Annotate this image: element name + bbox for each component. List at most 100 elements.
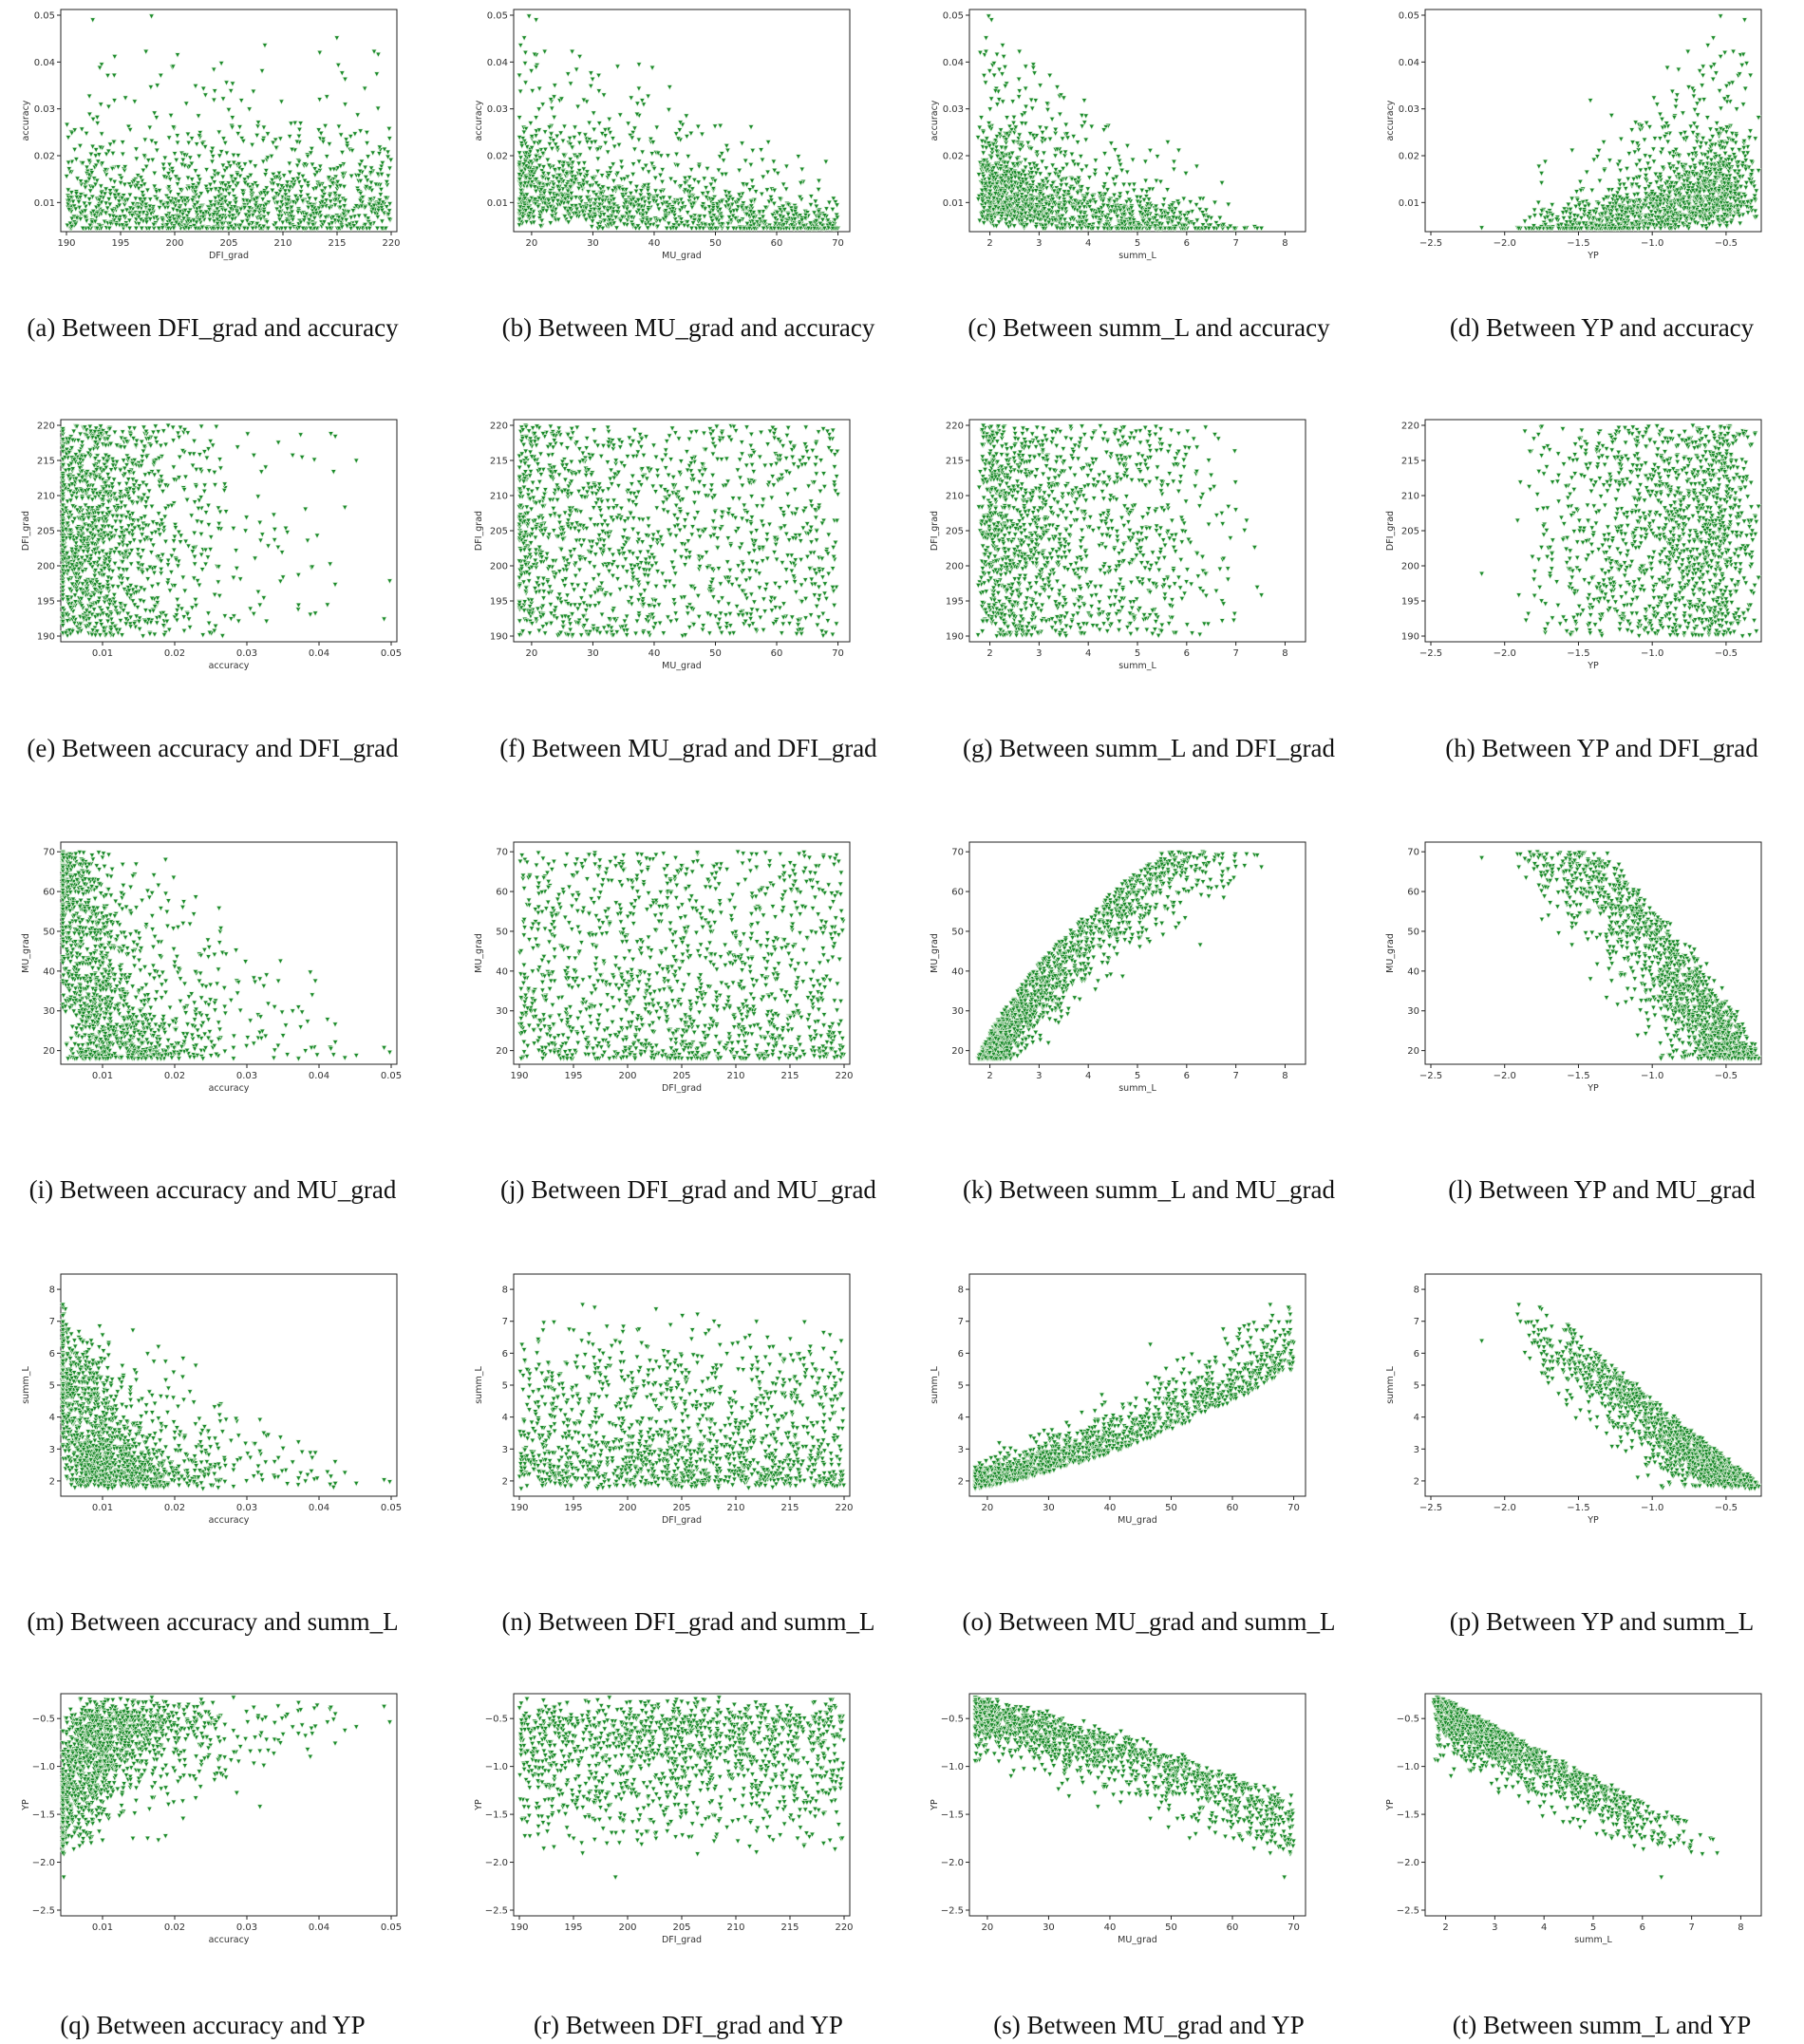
- data-point: [718, 215, 725, 221]
- data-point: [324, 154, 330, 160]
- data-point: [517, 204, 524, 211]
- data-point: [1097, 217, 1104, 224]
- data-point: [273, 199, 281, 206]
- data-point: [216, 153, 223, 159]
- data-point: [1049, 205, 1056, 212]
- data-point: [630, 203, 637, 210]
- data-point: [1039, 159, 1045, 165]
- data-point: [568, 216, 574, 221]
- data-point: [222, 208, 229, 215]
- data-point: [297, 189, 305, 196]
- data-point: [1134, 225, 1140, 232]
- data-point: [1176, 210, 1184, 216]
- data-point: [1153, 178, 1159, 184]
- data-point: [577, 172, 584, 178]
- data-point: [996, 97, 1003, 103]
- data-point: [517, 88, 524, 95]
- data-point: [719, 151, 725, 158]
- data-point: [714, 201, 721, 208]
- data-point: [1183, 216, 1190, 223]
- data-point: [1684, 48, 1691, 55]
- data-point: [319, 204, 326, 210]
- data-point: [107, 177, 114, 183]
- data-point: [72, 221, 79, 228]
- data-point: [1104, 187, 1111, 194]
- data-point: [146, 208, 153, 214]
- data-point: [196, 181, 202, 187]
- data-point: [652, 176, 659, 181]
- data-point: [1003, 137, 1009, 143]
- data-point: [366, 226, 373, 232]
- data-point: [641, 182, 648, 189]
- data-point: [174, 140, 181, 146]
- data-point: [832, 199, 839, 206]
- data-point: [1103, 172, 1110, 178]
- data-point: [120, 151, 126, 158]
- data-point: [160, 174, 168, 180]
- data-point: [588, 84, 594, 90]
- data-point: [688, 226, 695, 232]
- data-point: [1193, 217, 1200, 224]
- data-point: [289, 209, 295, 216]
- data-point: [94, 121, 101, 127]
- data-point: [580, 182, 587, 189]
- data-point: [238, 167, 246, 174]
- data-point: [617, 218, 624, 224]
- data-point: [1181, 213, 1188, 219]
- data-point: [216, 214, 223, 220]
- data-point: [111, 193, 118, 198]
- data-point: [1062, 222, 1068, 229]
- data-point: [293, 139, 301, 145]
- data-point: [167, 198, 174, 205]
- data-point: [365, 154, 371, 160]
- data-point: [767, 195, 775, 201]
- data-point: [1120, 181, 1127, 188]
- data-point: [1128, 205, 1135, 212]
- data-point: [1718, 105, 1724, 112]
- data-point: [739, 141, 745, 147]
- data-point: [260, 223, 267, 230]
- data-point: [576, 168, 583, 175]
- data-point: [1718, 54, 1724, 61]
- data-point: [1614, 197, 1621, 203]
- data-point: [208, 187, 215, 194]
- data-point: [719, 172, 725, 178]
- data-point: [645, 192, 652, 198]
- data-point: [141, 197, 148, 203]
- data-point: [161, 155, 168, 161]
- data-point: [140, 193, 146, 199]
- data-point: [700, 226, 706, 232]
- data-point: [990, 165, 997, 172]
- data-point: [326, 141, 333, 148]
- data-point: [682, 187, 688, 194]
- data-point: [1009, 150, 1016, 157]
- data-point: [805, 226, 812, 232]
- data-point: [1124, 190, 1131, 197]
- data-point: [1019, 207, 1025, 214]
- data-point: [528, 68, 535, 75]
- data-point: [1171, 159, 1177, 165]
- data-point: [715, 167, 723, 174]
- data-point: [1108, 226, 1115, 232]
- data-point: [148, 13, 155, 20]
- data-point: [202, 144, 209, 151]
- data-point: [703, 185, 709, 192]
- data-point: [219, 162, 226, 169]
- data-point: [244, 182, 251, 189]
- data-point: [691, 178, 698, 184]
- y-tick-label: 0.04: [487, 58, 508, 68]
- data-point: [573, 211, 579, 216]
- data-point: [306, 196, 313, 202]
- data-point: [669, 225, 677, 231]
- data-point: [633, 184, 640, 191]
- data-point: [262, 172, 269, 178]
- data-point: [77, 143, 84, 150]
- data-point: [518, 141, 525, 147]
- data-point: [993, 144, 1000, 151]
- data-point: [981, 158, 987, 164]
- data-point: [980, 129, 987, 136]
- data-point: [354, 226, 361, 232]
- data-point: [618, 159, 625, 165]
- data-point: [536, 180, 543, 187]
- data-point: [234, 172, 241, 178]
